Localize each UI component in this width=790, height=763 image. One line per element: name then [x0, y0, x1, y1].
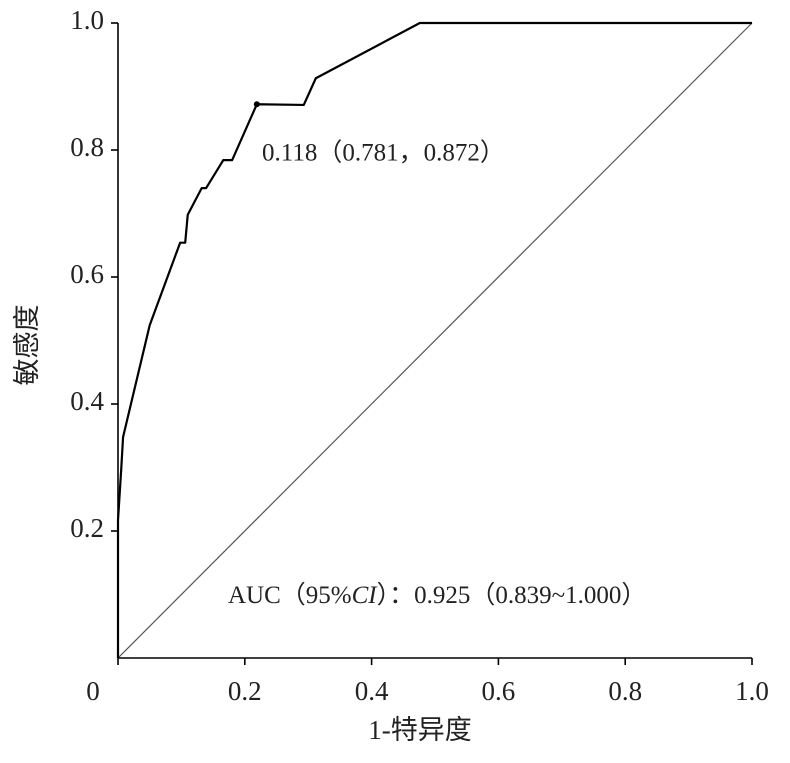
y-tick-label: 1.0	[70, 5, 104, 35]
y-axis-label: 敏感度	[12, 305, 42, 386]
auc-label-part: AUC（95%	[228, 581, 352, 609]
x-axis-label: 1-特异度	[368, 715, 472, 745]
y-tick-label: 0.4	[70, 386, 104, 416]
roc-curve	[116, 21, 752, 658]
y-tick-label: 0.6	[70, 259, 104, 289]
x-tick-label: 0.4	[355, 676, 389, 706]
x-tick-label: 0.6	[482, 676, 516, 706]
x-tick-label: 0	[86, 676, 100, 706]
cutoff-point	[253, 101, 260, 108]
y-tick-label: 0.2	[70, 513, 104, 543]
x-tick-label: 0.2	[228, 676, 262, 706]
x-tick-label: 1.0	[735, 676, 769, 706]
reference-line	[117, 22, 753, 659]
auc-label-part: ）：0.925（0.839~1.000）	[377, 581, 647, 609]
y-tick-label: 0.8	[70, 132, 104, 162]
x-tick-label: 0.8	[608, 676, 642, 706]
auc-label: AUC（95%CI）：0.925（0.839~1.000）	[228, 581, 646, 609]
cutoff-label: 0.118（0.781，0.872）	[262, 139, 505, 167]
auc-label-part: CI	[352, 582, 379, 609]
